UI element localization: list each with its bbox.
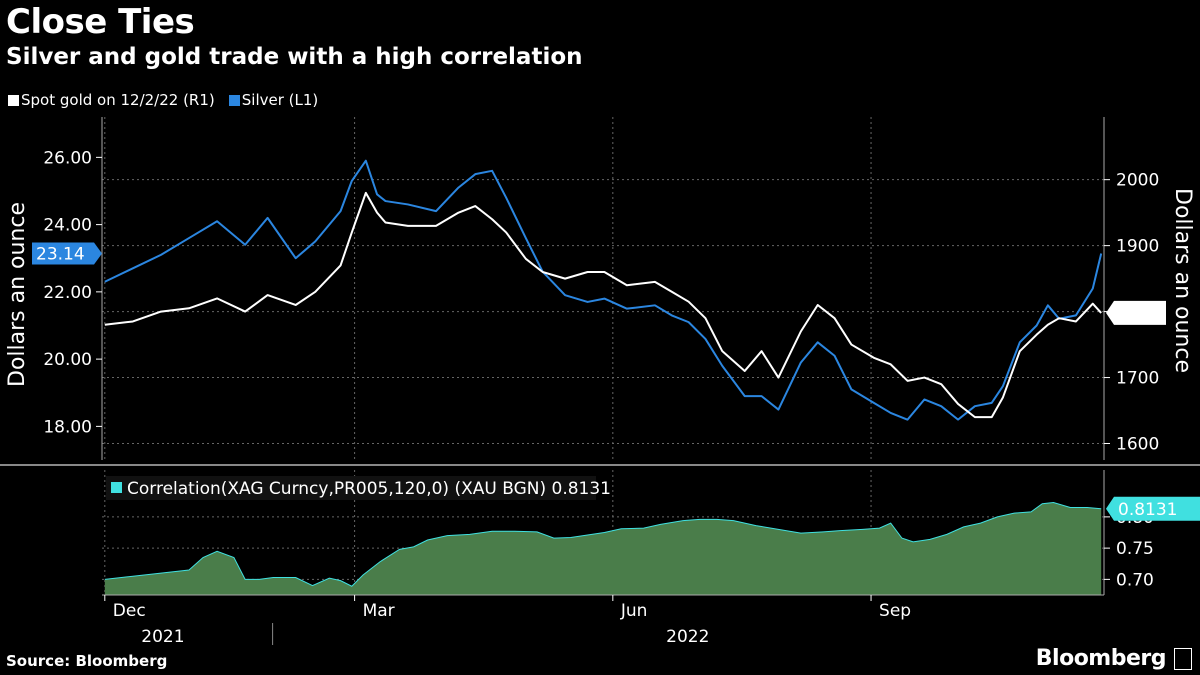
right-tick-label: 1700	[1116, 369, 1159, 389]
corr-swatch-icon	[111, 482, 122, 493]
correlation-line	[104, 501, 1102, 587]
axis-layer	[0, 117, 1200, 645]
legend-gold: Spot gold on 12/2/22 (R1)	[8, 91, 215, 109]
chart-icon	[1174, 648, 1192, 670]
brand-logo: Bloomberg	[1035, 646, 1167, 671]
gold-last-value-tag	[1106, 300, 1166, 325]
silver-last-value-tag	[32, 242, 102, 265]
source-note: Source: Bloomberg	[6, 652, 168, 670]
legend: Spot gold on 12/2/22 (R1) Silver (L1)	[8, 91, 328, 109]
right-tick-label: 1900	[1116, 237, 1159, 257]
chart-title: Close Ties	[6, 2, 195, 42]
gold-line	[104, 191, 1102, 419]
left-tick-label: 26.00	[43, 148, 92, 168]
corr-legend-box	[106, 476, 596, 500]
x-tick-label: Dec	[113, 601, 146, 621]
grid-layer	[102, 117, 1104, 595]
right-tick-label: 1600	[1116, 435, 1159, 455]
right-axis-title: Dollars an ounce	[1170, 188, 1195, 373]
corr-tick-label: 0.75	[1116, 539, 1154, 559]
silver-line	[104, 159, 1103, 421]
corr-tick-label: 0.70	[1116, 570, 1154, 590]
series-layer	[104, 159, 1103, 595]
correlation-area	[104, 502, 1102, 595]
legend-gold-label: Spot gold on 12/2/22 (R1)	[21, 91, 215, 109]
left-tick-label: 20.00	[43, 350, 92, 370]
left-tick-label: 22.00	[43, 283, 92, 303]
corr-last-value-tag	[1106, 496, 1200, 521]
left-tick-label: 24.00	[43, 216, 92, 236]
year-label: 2022	[666, 627, 709, 647]
gold-last-value: 1798	[1119, 304, 1162, 324]
year-label: 2021	[141, 627, 184, 647]
x-tick-label: Mar	[363, 601, 395, 621]
corr-legend-label: Correlation(XAG Curncy,PR005,120,0) (XAU…	[127, 479, 611, 499]
left-axis-title: Dollars an ounce	[5, 202, 30, 387]
left-tick-label: 18.00	[43, 417, 92, 437]
x-tick-label: Sep	[879, 601, 911, 621]
legend-silver: Silver (L1)	[228, 91, 319, 109]
gold-swatch-icon	[8, 94, 19, 106]
legend-silver-label: Silver (L1)	[241, 91, 319, 109]
chart-subtitle: Silver and gold trade with a high correl…	[6, 44, 583, 70]
silver-swatch-icon	[228, 94, 240, 106]
silver-last-value: 23.14	[36, 245, 85, 265]
x-tick-label: Jun	[620, 601, 648, 621]
right-tick-label: 2000	[1116, 171, 1159, 191]
label-layer: 18.0020.0022.0024.0026.00160017001800190…	[5, 148, 1200, 647]
corr-last-value: 0.8131	[1118, 500, 1177, 520]
